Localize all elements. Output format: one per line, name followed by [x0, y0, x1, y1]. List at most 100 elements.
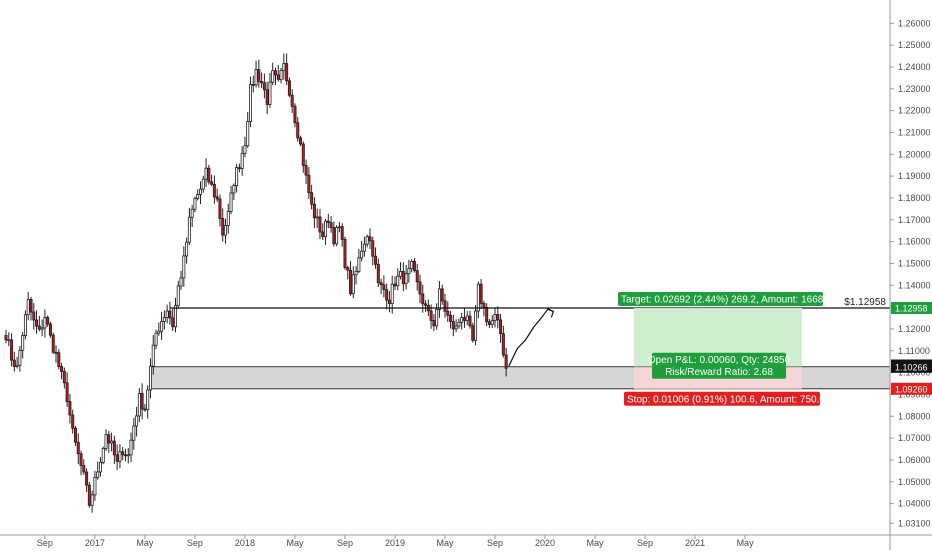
candle-up	[465, 315, 469, 321]
candle-up	[249, 84, 253, 123]
candle-up	[182, 255, 186, 279]
candle-up	[240, 152, 244, 169]
candle-up	[196, 194, 200, 199]
candle-up	[110, 440, 114, 444]
price-tag	[891, 302, 932, 315]
candle-down	[218, 198, 222, 219]
candle-down	[496, 314, 500, 321]
candle-up	[126, 454, 130, 457]
candle-up	[101, 448, 105, 463]
candle-up	[476, 283, 480, 312]
candle-down	[257, 69, 261, 82]
resistance-label: $1.12958	[844, 297, 886, 308]
candle-down	[276, 74, 280, 80]
candle-down	[468, 315, 472, 327]
candle-up	[223, 225, 227, 236]
y-tick-label: 1.26000	[898, 18, 931, 28]
candle-down	[293, 105, 297, 124]
y-tick-label: 1.03100	[898, 518, 931, 528]
y-tick-label: 1.18000	[898, 193, 931, 203]
candle-up	[23, 314, 27, 336]
y-tick-label: 1.12000	[898, 324, 931, 334]
projection-path	[508, 308, 554, 367]
candle-down	[71, 414, 75, 429]
candle-down	[504, 354, 508, 369]
candle-down	[274, 70, 278, 76]
candle-down	[387, 299, 391, 304]
target-badge	[618, 292, 823, 307]
rr-label: Risk/Reward Ratio: 2.68	[665, 367, 773, 378]
candle-up	[437, 288, 441, 310]
y-tick-label: 1.06000	[898, 455, 931, 465]
x-tick-label: 2017	[85, 538, 105, 548]
candle-down	[368, 236, 372, 242]
y-tick-label: 1.22000	[898, 106, 931, 116]
candle-down	[329, 222, 333, 228]
candle-up	[96, 471, 100, 478]
candle-down	[107, 434, 111, 444]
candle-down	[285, 63, 289, 82]
candle-up	[198, 188, 202, 195]
price-tag-label: 1.12958	[895, 304, 928, 314]
candle-down	[221, 218, 225, 236]
candle-up	[271, 70, 275, 83]
candle-down	[471, 325, 475, 341]
candle-up	[460, 317, 464, 323]
candle-down	[485, 306, 489, 323]
candle-up	[396, 275, 400, 287]
candle-down	[321, 231, 325, 238]
candle-down	[57, 352, 61, 367]
candle-up	[129, 439, 133, 456]
candle-up	[204, 167, 208, 180]
x-tick-label: May	[136, 538, 154, 548]
candle-down	[312, 203, 316, 219]
candle-down	[449, 314, 453, 322]
candle-up	[15, 364, 19, 367]
candle-down	[68, 401, 72, 416]
candle-down	[401, 271, 405, 285]
candle-down	[112, 440, 116, 456]
candle-down	[35, 319, 39, 327]
candle-down	[123, 454, 127, 457]
candle-up	[40, 327, 44, 330]
candle-up	[268, 81, 272, 105]
candle-down	[376, 263, 380, 284]
candle-up	[137, 393, 141, 417]
target-label: Target: 0.02692 (2.44%) 269.2, Amount: 1…	[621, 295, 838, 306]
candle-down	[440, 288, 444, 302]
candle-down	[29, 299, 33, 313]
candle-up	[176, 285, 180, 307]
x-tick-label: May	[286, 538, 304, 548]
candle-up	[390, 283, 394, 304]
stop-label: Stop: 0.01006 (0.91%) 100.6, Amount: 750…	[627, 394, 831, 405]
candle-up	[187, 216, 191, 243]
candle-down	[287, 80, 291, 96]
candle-up	[201, 178, 205, 190]
candle-down	[374, 255, 378, 265]
candle-down	[171, 317, 175, 328]
x-tick-label: 2020	[535, 538, 555, 548]
pnl-badge	[652, 352, 786, 379]
stop-badge	[624, 391, 820, 406]
candle-down	[210, 181, 214, 185]
x-tick-label: 2019	[385, 538, 405, 548]
x-tick-label: Sep	[187, 538, 203, 548]
price-tag	[891, 360, 932, 373]
candle-down	[79, 453, 83, 466]
x-tick-label: May	[737, 538, 755, 548]
candle-up	[232, 185, 236, 194]
candle-down	[73, 427, 77, 443]
candle-down	[326, 220, 330, 223]
candle-up	[179, 277, 183, 287]
candle-up	[148, 365, 152, 391]
candle-up	[118, 451, 122, 462]
candle-up	[93, 476, 97, 496]
candle-up	[160, 321, 164, 332]
candle-up	[407, 268, 411, 275]
y-tick-label: 1.11000	[898, 346, 930, 356]
candle-up	[365, 236, 369, 245]
candle-down	[121, 451, 125, 456]
candle-down	[462, 317, 466, 321]
